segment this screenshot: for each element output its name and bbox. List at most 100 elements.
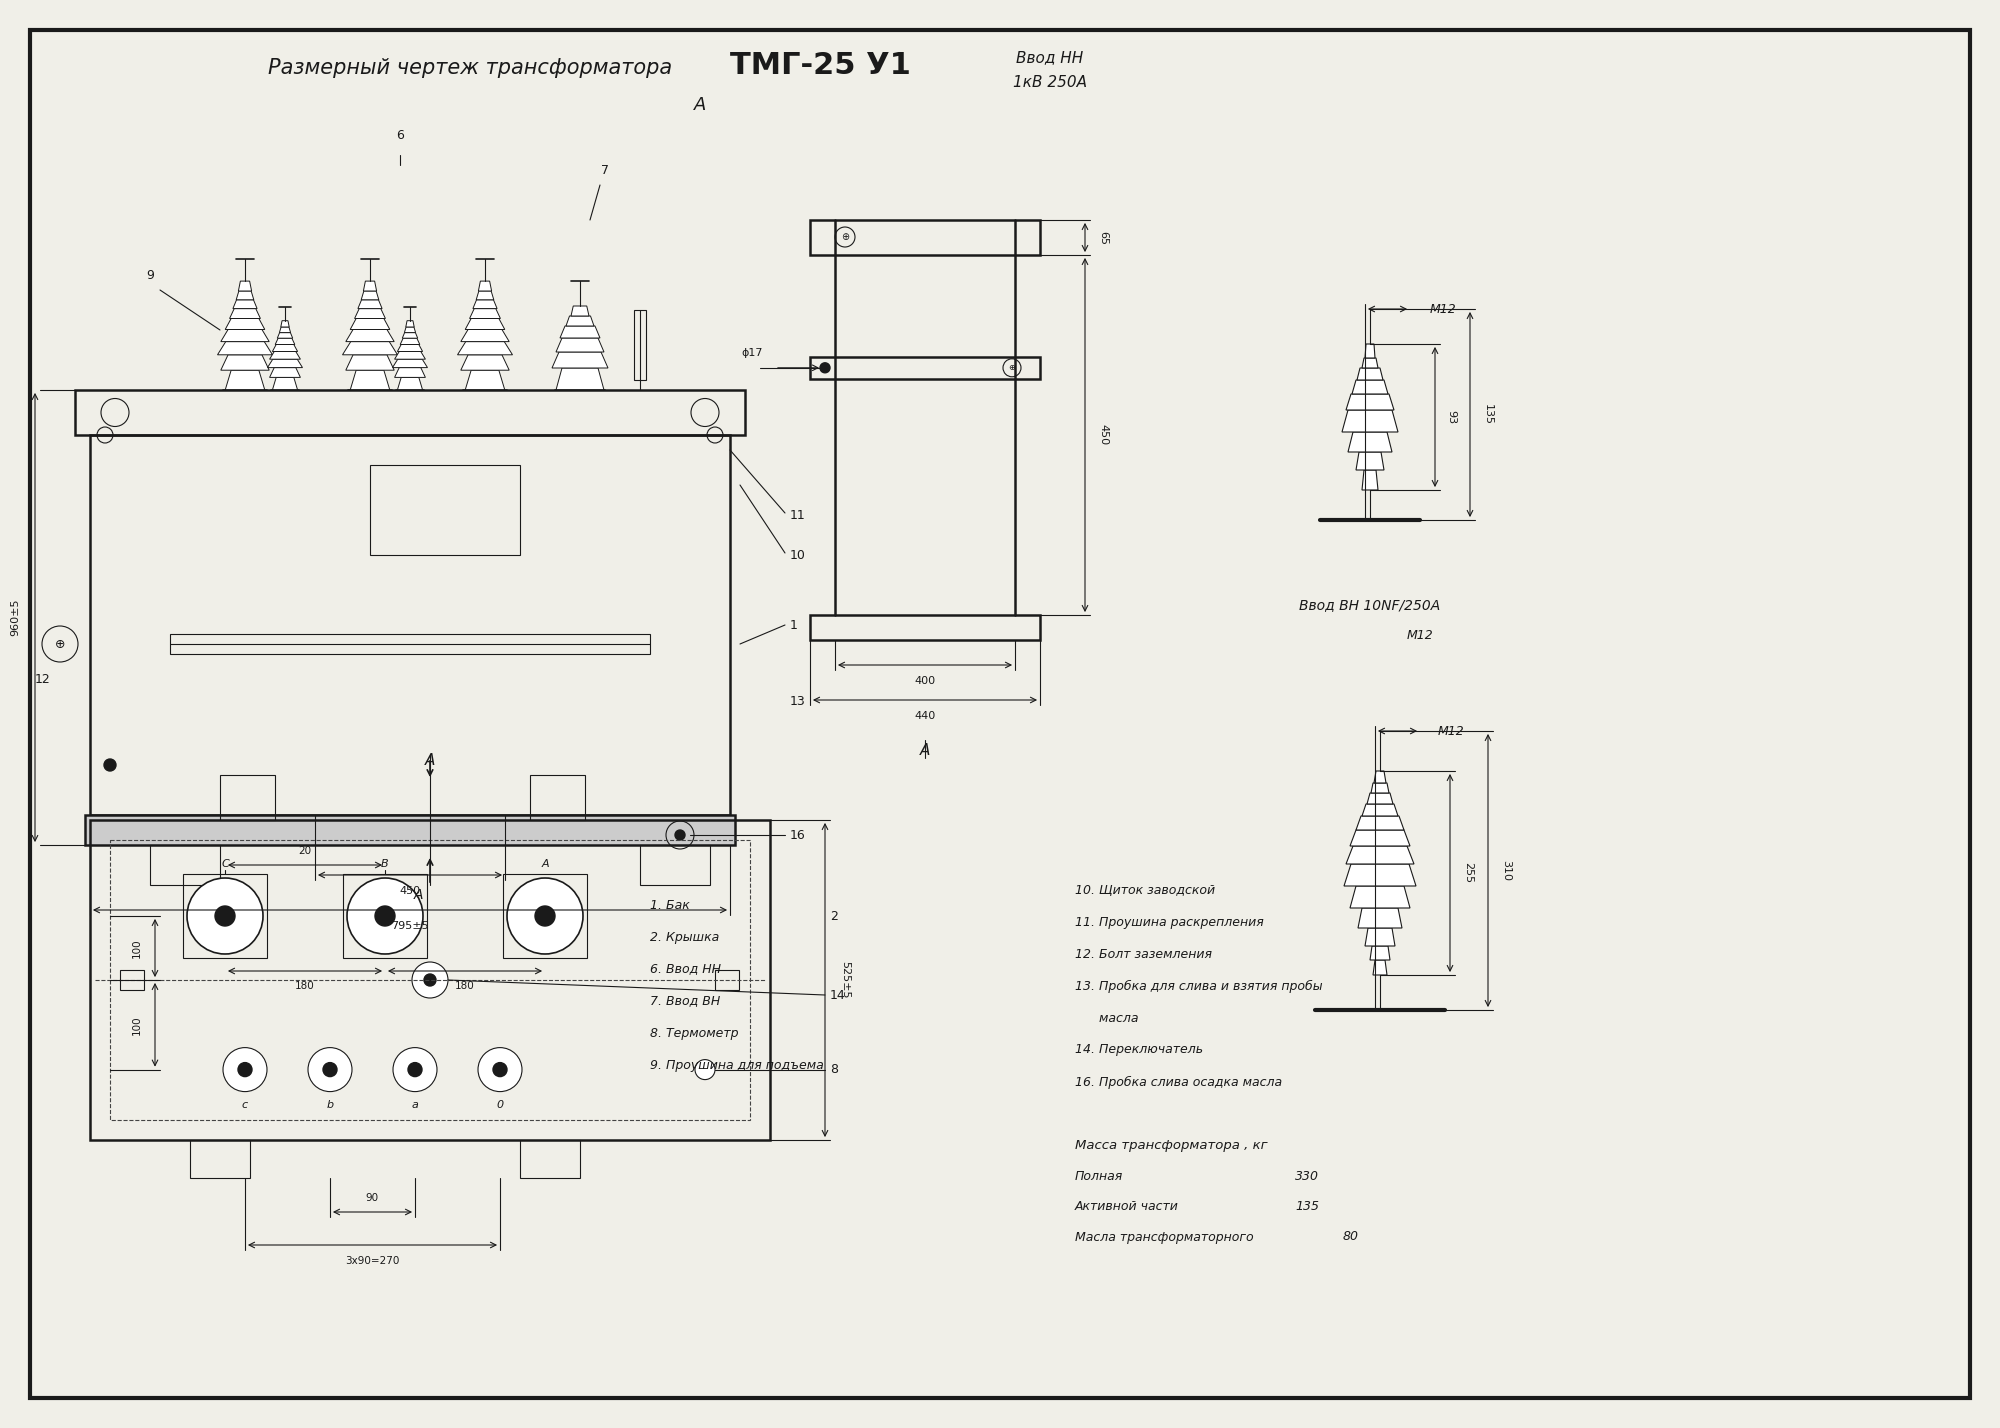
- Polygon shape: [272, 377, 298, 390]
- Text: масла: масла: [1076, 1011, 1138, 1024]
- Text: 960±5: 960±5: [10, 598, 20, 637]
- Text: 14: 14: [830, 988, 846, 1001]
- Polygon shape: [354, 308, 386, 318]
- Polygon shape: [394, 351, 426, 360]
- Text: 1кВ 250А: 1кВ 250А: [1014, 74, 1088, 90]
- Text: Масса трансформатора , кг: Масса трансформатора , кг: [1076, 1138, 1268, 1151]
- Text: 7. Ввод ВН: 7. Ввод ВН: [650, 994, 720, 1008]
- Circle shape: [536, 905, 556, 925]
- Polygon shape: [472, 300, 498, 308]
- Text: А: А: [414, 888, 422, 902]
- Text: C: C: [222, 860, 228, 870]
- Circle shape: [820, 363, 830, 373]
- Circle shape: [238, 1062, 252, 1077]
- Circle shape: [104, 760, 116, 771]
- Text: 1. Бак: 1. Бак: [650, 898, 690, 911]
- Polygon shape: [280, 321, 290, 327]
- Polygon shape: [566, 316, 594, 326]
- Text: 12. Болт заземления: 12. Болт заземления: [1076, 948, 1212, 961]
- Polygon shape: [1358, 908, 1402, 928]
- Text: 9: 9: [146, 268, 154, 281]
- Polygon shape: [466, 318, 504, 330]
- Polygon shape: [362, 291, 378, 300]
- Bar: [810, 357, 1040, 378]
- Polygon shape: [1352, 380, 1388, 394]
- Text: 16. Пробка слива осадка масла: 16. Пробка слива осадка масла: [1076, 1075, 1282, 1088]
- Text: 795±5: 795±5: [392, 921, 428, 931]
- Bar: [220, 775, 276, 820]
- Text: 440: 440: [914, 711, 936, 721]
- Polygon shape: [358, 300, 382, 308]
- Text: B: B: [382, 860, 388, 870]
- Text: Ввод НН: Ввод НН: [1016, 50, 1084, 66]
- Text: 180: 180: [456, 981, 474, 991]
- Circle shape: [394, 1048, 438, 1091]
- Bar: [184, 874, 268, 958]
- Polygon shape: [466, 370, 504, 390]
- Polygon shape: [268, 360, 302, 367]
- Text: 13. Пробка для слива и взятия пробы: 13. Пробка для слива и взятия пробы: [1076, 980, 1322, 992]
- Polygon shape: [236, 291, 254, 300]
- Text: 16: 16: [790, 828, 806, 841]
- Polygon shape: [1356, 368, 1384, 380]
- Text: A: A: [542, 860, 548, 870]
- Polygon shape: [1346, 845, 1414, 864]
- Polygon shape: [1368, 793, 1392, 804]
- Polygon shape: [278, 333, 292, 338]
- Text: 310: 310: [1500, 860, 1512, 881]
- Text: М12: М12: [1406, 628, 1434, 641]
- Text: 2. Крышка: 2. Крышка: [650, 931, 720, 944]
- Polygon shape: [1364, 344, 1376, 358]
- Circle shape: [348, 878, 424, 954]
- Circle shape: [224, 1048, 268, 1091]
- Polygon shape: [232, 300, 258, 308]
- Polygon shape: [1348, 433, 1392, 453]
- Bar: [76, 390, 746, 436]
- Polygon shape: [272, 344, 298, 351]
- Polygon shape: [230, 308, 260, 318]
- Text: М12: М12: [1430, 303, 1456, 316]
- Text: 2: 2: [830, 910, 838, 922]
- Text: 135: 135: [1484, 404, 1492, 426]
- Bar: [90, 436, 730, 815]
- Polygon shape: [270, 367, 300, 377]
- Polygon shape: [1350, 830, 1410, 845]
- Polygon shape: [226, 318, 264, 330]
- Polygon shape: [406, 321, 414, 327]
- Text: А: А: [694, 96, 706, 114]
- Polygon shape: [1374, 771, 1386, 783]
- Bar: [170, 634, 650, 654]
- Text: М12: М12: [1438, 724, 1464, 737]
- Polygon shape: [556, 338, 604, 351]
- Text: 100: 100: [132, 938, 142, 958]
- Text: А: А: [920, 743, 930, 757]
- Bar: [810, 615, 1040, 640]
- Bar: [344, 874, 428, 958]
- Circle shape: [216, 905, 236, 925]
- Text: 1: 1: [790, 618, 798, 631]
- Polygon shape: [392, 360, 428, 367]
- Polygon shape: [552, 351, 608, 368]
- Polygon shape: [402, 333, 418, 338]
- Text: b: b: [326, 1100, 334, 1110]
- Text: 450: 450: [1098, 424, 1108, 446]
- Circle shape: [308, 1048, 352, 1091]
- Bar: [190, 1140, 250, 1178]
- Bar: [640, 845, 710, 885]
- Polygon shape: [470, 308, 500, 318]
- Text: 400: 400: [914, 675, 936, 685]
- Polygon shape: [226, 370, 264, 390]
- Text: 330: 330: [1296, 1171, 1320, 1184]
- Text: ⊕: ⊕: [54, 637, 66, 651]
- Polygon shape: [478, 281, 492, 291]
- Text: 11: 11: [790, 508, 806, 521]
- Polygon shape: [276, 338, 294, 344]
- Text: 13: 13: [790, 694, 806, 707]
- Text: А: А: [424, 753, 436, 767]
- Bar: [90, 820, 770, 1140]
- Polygon shape: [364, 281, 376, 291]
- Text: 12: 12: [36, 673, 50, 685]
- Text: ТМГ-25 У1: ТМГ-25 У1: [730, 50, 910, 80]
- Text: 93: 93: [1446, 410, 1456, 424]
- Polygon shape: [398, 344, 422, 351]
